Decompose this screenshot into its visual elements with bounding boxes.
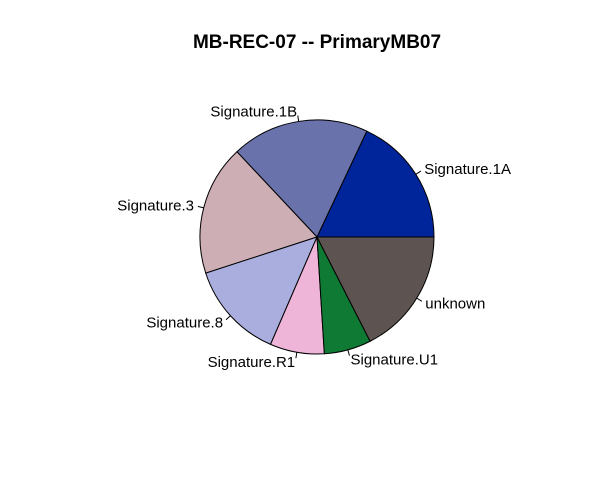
slice-label-unknown: unknown [425, 295, 485, 312]
slice-label-signature-r1: Signature.R1 [208, 354, 296, 371]
label-tick-signature-1b [297, 115, 300, 122]
slice-label-signature-u1: Signature.U1 [351, 352, 439, 369]
label-tick-signature-u1 [347, 349, 350, 356]
pie-slice-unknown [316, 236, 435, 342]
label-ticks [197, 115, 423, 359]
pie-slice-signature-1b [236, 119, 368, 238]
slice-labels: Signature.1A Signature.1B Signature.3 Signa… [117, 104, 511, 372]
label-tick-signature-r1 [295, 352, 298, 359]
slice-label-signature-3: Signature.3 [117, 197, 194, 214]
label-tick-signature-8 [225, 315, 231, 321]
chart-title: MB-REC-07 -- PrimaryMB07 [193, 32, 441, 53]
label-tick-signature-3 [197, 205, 204, 209]
label-tick-unknown [416, 297, 423, 302]
slice-label-signature-8: Signature.8 [146, 314, 223, 331]
label-tick-signature-1a [415, 170, 422, 175]
slice-label-signature-1b: Signature.1B [210, 104, 297, 121]
pie-slice-signature-3 [199, 151, 318, 274]
pie-slice-signature-1a [316, 130, 435, 238]
pie-slices [199, 119, 435, 355]
pie-slice-signature-8 [205, 236, 318, 346]
slice-label-signature-1a: Signature.1A [424, 161, 511, 178]
